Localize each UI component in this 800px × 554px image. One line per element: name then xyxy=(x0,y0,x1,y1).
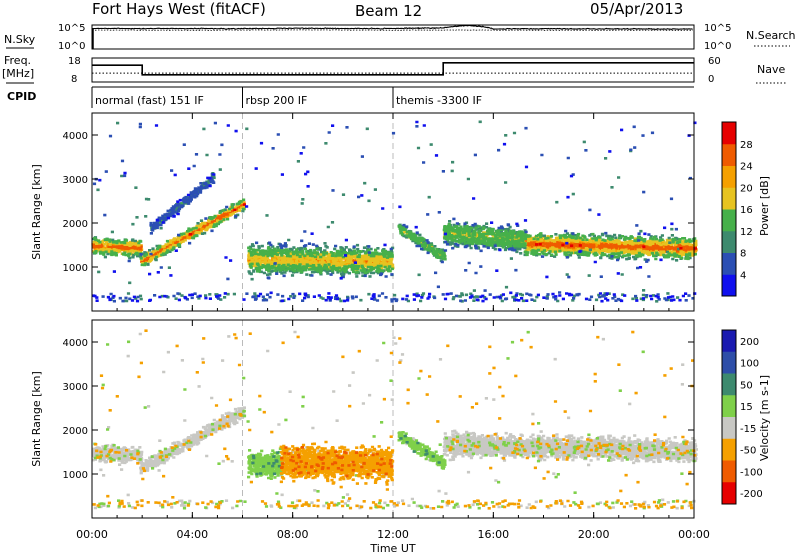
xtick-label-5: 20:00 xyxy=(578,528,610,541)
noise-right-tick-top: 10^5 xyxy=(704,23,731,34)
cpid-label: CPID xyxy=(7,90,36,103)
velocity-cbar-label: Velocity [m s-1] xyxy=(758,375,771,461)
velocity-cbar-swatch-6 xyxy=(722,460,736,483)
frequency-panel: Freq. [MHz] 18 8 60 0 Nave xyxy=(2,54,786,85)
power-cbar-swatch-5 xyxy=(722,165,736,188)
freq-left-tick-bottom: 8 xyxy=(71,74,77,85)
power-cbar-tick-1: 8 xyxy=(740,249,746,260)
velocity-cbar-tick-5: -50 xyxy=(740,446,756,457)
ytick-label-1: 2000 xyxy=(63,219,88,230)
noise-line-0 xyxy=(91,24,693,30)
cpid-segment-0: normal (fast) 151 IF xyxy=(95,94,204,107)
velocity-cbar-frame xyxy=(721,329,737,505)
noise-left-tick-bottom: 10^0 xyxy=(58,41,85,52)
scatter-cells-4 xyxy=(280,446,394,478)
xtick-label-4: 16:00 xyxy=(477,528,509,541)
power-panel: 1000 2000 3000 4000 Slant Range [km] 4 8 12 16… xyxy=(30,112,771,312)
ytick-label-0: 1000 xyxy=(63,263,88,274)
power-cbar-swatch-2 xyxy=(722,230,736,253)
cpid-segment-1: rbsp 200 IF xyxy=(246,94,308,107)
power-cbar-tick-4: 20 xyxy=(740,183,753,194)
station-title: Fort Hays West (fitACF) xyxy=(92,0,266,18)
velocity-colorbar: 200 100 50 15 -15 -50 -100 -200 xyxy=(721,329,763,505)
date-title: 05/Apr/2013 xyxy=(590,0,683,18)
scatter-cells-0 xyxy=(91,330,698,510)
xtick-label-1: 04:00 xyxy=(176,528,208,541)
velocity-cbar-tick-2: 50 xyxy=(740,380,753,391)
ytick-label-3: 4000 xyxy=(63,131,88,142)
power-cbar-tick-0: 4 xyxy=(740,270,746,281)
noise-right-label: N.Search xyxy=(746,29,796,42)
power-cbar-swatch-4 xyxy=(722,187,736,210)
xtick-label-2: 08:00 xyxy=(277,528,309,541)
cpid-segments: normal (fast) 151 IF rbsp 200 IF themis -3… xyxy=(91,87,482,108)
ytick-label-3: 4000 xyxy=(63,338,88,349)
power-cbar-label: Power [dB] xyxy=(758,176,771,236)
power-cbar-tick-6: 28 xyxy=(740,140,753,151)
velocity-scatter-cells xyxy=(91,320,698,518)
freq-label-bottom: [MHz] xyxy=(2,67,34,80)
velocity-cbar-tick-3: 15 xyxy=(740,402,753,413)
xtick-label-3: 12:00 xyxy=(377,528,409,541)
velocity-ylabel: Slant Range [km] xyxy=(30,371,43,467)
ytick-label-2: 3000 xyxy=(63,175,88,186)
power-cbar-frame xyxy=(721,121,737,297)
xtick-label-0: 00:00 xyxy=(76,528,108,541)
freq-label-top: Freq. xyxy=(4,54,31,67)
velocity-y-ticks: 1000 2000 3000 4000 xyxy=(63,338,694,481)
x-axis-label: Time UT xyxy=(369,542,415,554)
velocity-cbar-swatch-4 xyxy=(722,417,736,440)
velocity-cbar-swatch-0 xyxy=(722,330,736,353)
xtick-label-6: 00:00 xyxy=(678,528,710,541)
freq-right-tick-top: 60 xyxy=(708,56,721,67)
ytick-label-1: 2000 xyxy=(63,426,88,437)
power-cbar-tick-2: 12 xyxy=(740,227,753,238)
noise-right-tick-bottom: 10^0 xyxy=(704,41,731,52)
power-ylabel: Slant Range [km] xyxy=(30,164,43,260)
ytick-label-0: 1000 xyxy=(63,470,88,481)
power-colorbar: 4 8 12 16 20 24 28 xyxy=(721,121,753,297)
velocity-cbar-swatch-1 xyxy=(722,351,736,374)
power-cbar-swatch-7 xyxy=(722,122,736,145)
velocity-cbar-swatch-2 xyxy=(722,373,736,396)
velocity-cbar-tick-1: 100 xyxy=(740,359,759,370)
freq-line-0 xyxy=(92,62,694,76)
velocity-cbar-tick-4: -15 xyxy=(740,424,756,435)
nave-label: Nave xyxy=(757,63,785,76)
beam-title: Beam 12 xyxy=(355,2,422,20)
velocity-panel: 1000 2000 3000 4000 Slant Range [km] 200 100… xyxy=(30,319,771,519)
freq-left-tick-top: 18 xyxy=(68,56,81,67)
velocity-cbar-tick-6: -100 xyxy=(740,467,763,478)
noise-series xyxy=(91,24,693,49)
velocity-cbar-swatch-7 xyxy=(722,482,736,505)
noise-panel: N.Sky 10^5 10^0 10^5 10^0 N.Search xyxy=(4,23,796,52)
ytick-label-2: 3000 xyxy=(63,382,88,393)
x-axis: 00:00 04:00 08:00 12:00 16:00 20:00 00:00 xyxy=(76,113,710,541)
power-cbar-swatch-0 xyxy=(722,274,736,297)
velocity-cbar-tick-0: 200 xyxy=(740,337,759,348)
power-scatter-cells xyxy=(91,113,698,311)
velocity-cbar-swatch-5 xyxy=(722,438,736,461)
power-cbar-swatch-6 xyxy=(722,143,736,166)
power-cbar-swatch-3 xyxy=(722,209,736,232)
noise-line-1 xyxy=(92,29,693,31)
cpid-segment-2: themis -3300 IF xyxy=(396,94,482,107)
cpid-row: CPID normal (fast) 151 IF rbsp 200 IF them… xyxy=(7,86,694,108)
noise-left-tick-top: 10^5 xyxy=(58,23,85,34)
velocity-cbar-tick-7: -200 xyxy=(740,489,763,500)
power-y-ticks: 1000 2000 3000 4000 xyxy=(63,131,694,274)
velocity-cbar-swatch-3 xyxy=(722,395,736,418)
power-cbar-tick-3: 16 xyxy=(740,205,753,216)
freq-right-tick-bottom: 0 xyxy=(708,74,714,85)
power-cbar-tick-5: 24 xyxy=(740,162,753,173)
power-cbar-swatch-1 xyxy=(722,252,736,275)
noise-left-label: N.Sky xyxy=(4,33,36,46)
frequency-series xyxy=(92,62,694,76)
